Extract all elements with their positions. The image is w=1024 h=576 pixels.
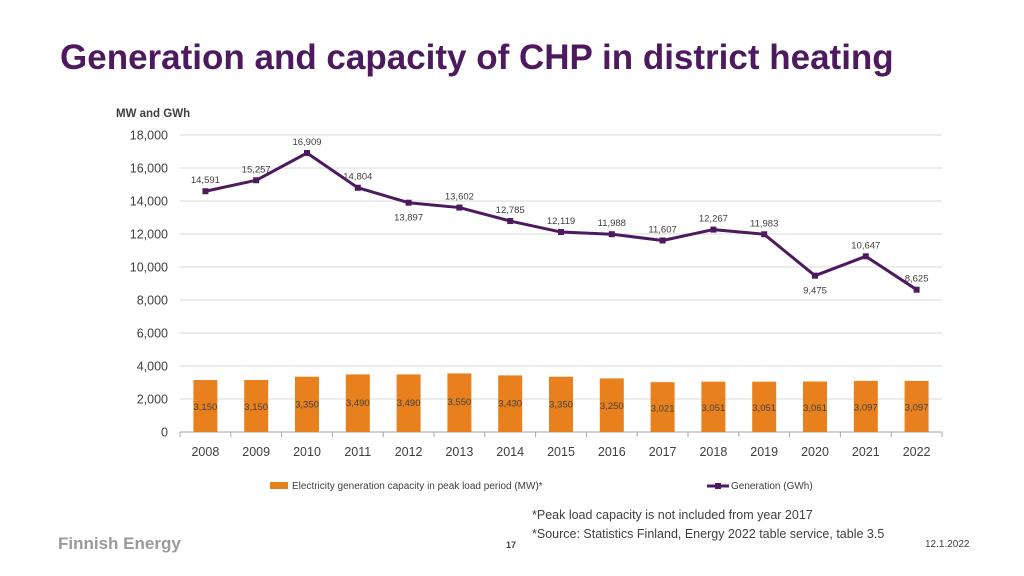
bar-data-label: 3,097: [905, 403, 929, 414]
finnish-energy-logo: Finnish Energy: [58, 534, 181, 553]
bar: [295, 376, 319, 432]
line-data-label: 13,602: [445, 192, 474, 203]
x-tick-label: 2014: [496, 445, 524, 459]
x-tick-label: 2020: [801, 445, 829, 459]
line-data-label: 12,119: [547, 216, 575, 227]
bar: [498, 375, 523, 432]
generation-marker: [558, 229, 564, 236]
line-data-label: 10,647: [851, 240, 880, 251]
generation-marker: [253, 177, 260, 184]
bar: [549, 376, 573, 432]
generation-marker: [608, 231, 615, 238]
bar: [193, 380, 218, 432]
bar: [396, 374, 421, 432]
bar: [803, 381, 827, 432]
generation-marker: [862, 253, 869, 260]
bar: [650, 382, 675, 432]
generation-marker: [913, 286, 920, 293]
bar-data-label: 3,250: [600, 401, 624, 412]
bar-data-label: 3,350: [549, 400, 573, 411]
generation-marker: [304, 150, 310, 157]
y-tick-label: 14,000: [130, 195, 168, 209]
bar: [701, 381, 726, 432]
generation-marker: [710, 226, 717, 233]
line-data-label: 11,983: [750, 218, 778, 229]
x-tick-label: 2010: [293, 445, 321, 459]
footnote-source: *Source: Statistics Finland, Energy 2022…: [532, 527, 885, 541]
line-data-label: 11,988: [598, 218, 626, 229]
bar-data-label: 3,051: [702, 403, 726, 414]
line-data-label: 12,267: [699, 214, 728, 225]
y-tick-label: 4,000: [137, 360, 168, 374]
date: 12.1.2022: [925, 539, 970, 550]
bar-data-label: 3,490: [397, 398, 421, 409]
bar-data-label: 3,550: [448, 397, 472, 408]
page-number: 17: [506, 540, 517, 550]
generation-marker: [202, 188, 209, 195]
line-data-label: 13,897: [394, 213, 423, 224]
line-data-label: 9,475: [803, 286, 827, 297]
bar-data-label: 3,430: [498, 399, 522, 410]
line-data-label: 11,607: [648, 224, 676, 235]
x-tick-label: 2017: [649, 445, 677, 459]
line-data-label: 12,785: [496, 205, 525, 216]
x-tick-label: 2012: [395, 445, 423, 459]
x-tick-label: 2013: [445, 445, 473, 459]
bar: [853, 380, 878, 432]
x-tick-label: 2015: [547, 445, 575, 459]
generation-marker: [812, 272, 818, 279]
legend-marker-generation: [715, 483, 721, 489]
y-tick-label: 10,000: [130, 261, 168, 275]
generation-marker: [405, 199, 412, 206]
y-tick-label: 12,000: [130, 228, 168, 242]
legend-label-generation: Generation (GWh): [731, 481, 813, 492]
page-title: Generation and capacity of CHP in distri…: [60, 38, 894, 77]
bar: [904, 380, 929, 432]
y-tick-label: 8,000: [137, 294, 168, 308]
bar-data-label: 3,150: [244, 402, 268, 413]
x-tick-label: 2011: [344, 445, 371, 459]
line-data-label: 8,625: [905, 274, 929, 285]
y-tick-label: 16,000: [130, 162, 168, 176]
bar-data-label: 3,350: [295, 400, 319, 411]
legend-label-capacity: Electricity generation capacity in peak …: [292, 481, 543, 492]
x-tick-label: 2021: [852, 445, 880, 459]
generation-marker: [456, 204, 463, 211]
line-data-label: 16,909: [292, 137, 321, 148]
bar: [447, 373, 472, 432]
y-tick-label: 18,000: [130, 129, 168, 143]
bar-data-label: 3,097: [854, 403, 878, 414]
line-data-label: 14,804: [343, 172, 372, 183]
bar-data-label: 3,150: [194, 402, 218, 413]
generation-marker: [761, 231, 768, 238]
bar-data-label: 3,061: [803, 403, 827, 414]
x-tick-label: 2018: [699, 445, 727, 459]
x-tick-label: 2022: [903, 445, 931, 459]
bar-data-label: 3,051: [752, 403, 776, 414]
generation-marker: [659, 237, 666, 244]
x-tick-label: 2016: [598, 445, 626, 459]
generation-marker: [354, 184, 361, 191]
bar: [345, 374, 370, 432]
footnote-peak-load: *Peak load capacity is not included from…: [532, 508, 813, 522]
generation-marker: [507, 218, 514, 225]
y-tick-label: 0: [161, 426, 168, 440]
x-tick-label: 2008: [191, 445, 219, 459]
bar-data-label: 3,021: [651, 404, 675, 415]
legend-swatch-capacity: [270, 482, 288, 489]
line-data-label: 14,591: [191, 175, 220, 186]
bar: [599, 378, 624, 432]
y-axis-title: MW and GWh: [116, 108, 190, 120]
y-tick-label: 6,000: [137, 327, 168, 341]
bar-data-label: 3,490: [346, 398, 370, 409]
y-tick-label: 2,000: [137, 393, 168, 407]
x-tick-label: 2019: [750, 445, 778, 459]
x-tick-label: 2009: [242, 445, 270, 459]
footnotes: *Peak load capacity is not included from…: [532, 506, 884, 544]
line-data-label: 15,257: [242, 164, 271, 175]
bar: [244, 380, 269, 432]
bar: [752, 381, 777, 432]
